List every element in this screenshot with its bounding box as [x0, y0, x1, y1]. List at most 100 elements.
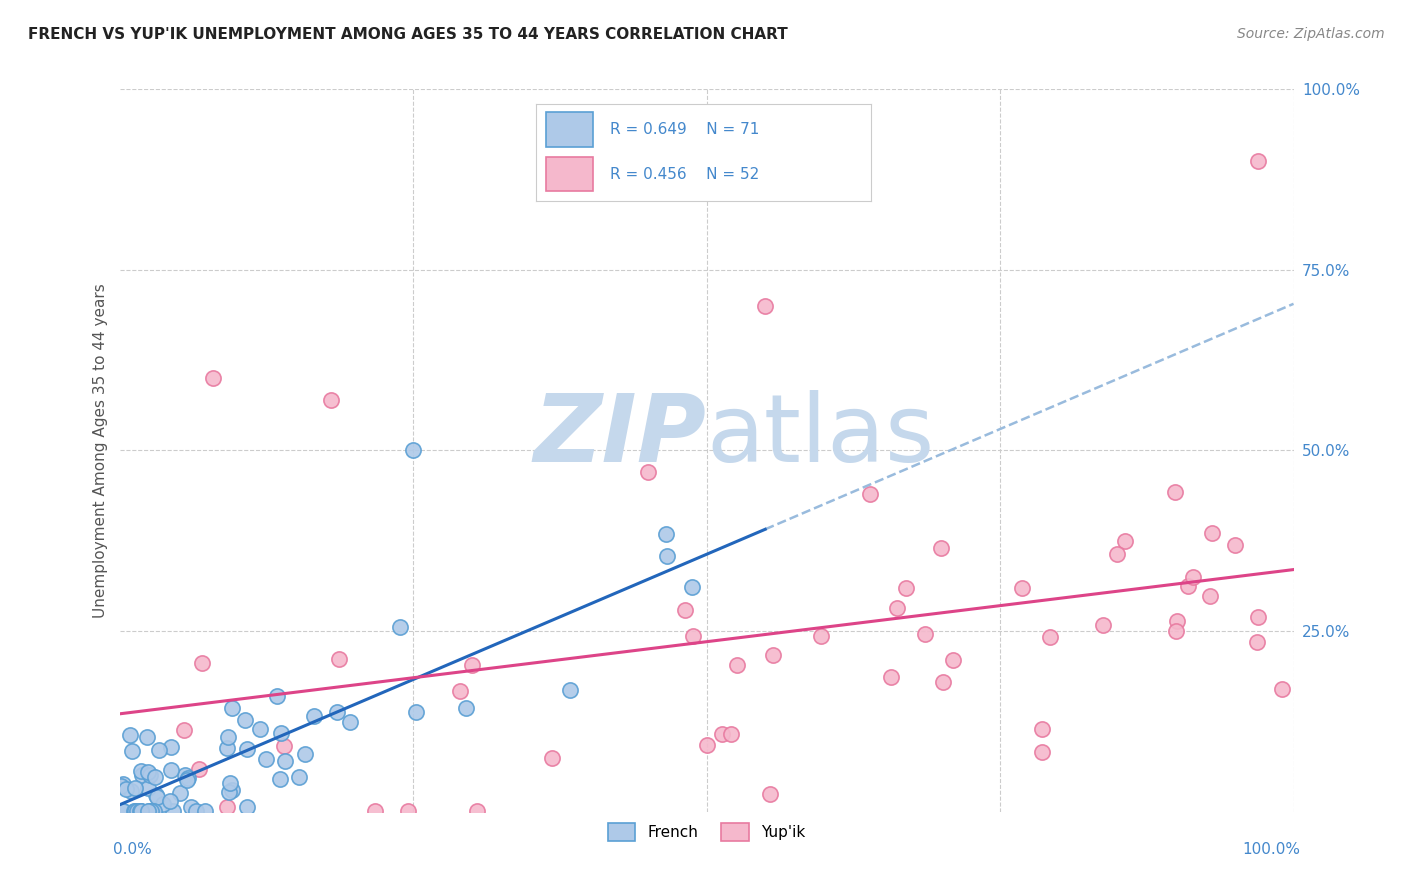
Point: [654, 527, 676, 541]
Legend: French, Yup'ik: French, Yup'ik: [602, 816, 811, 847]
Point: [159, 794, 181, 808]
Point: [1039, 630, 1062, 644]
Point: [122, 804, 145, 818]
Point: [129, 804, 152, 818]
Point: [449, 684, 471, 698]
Point: [177, 772, 200, 786]
Point: [202, 371, 225, 385]
Point: [894, 581, 917, 595]
Point: [215, 800, 238, 814]
Point: [249, 722, 271, 736]
Point: [136, 764, 159, 779]
Point: [396, 804, 419, 818]
Point: [233, 713, 256, 727]
Point: [319, 392, 342, 407]
Point: [720, 727, 742, 741]
Point: [294, 747, 316, 762]
Point: [1201, 526, 1223, 541]
Point: [759, 787, 782, 801]
Point: [880, 670, 903, 684]
Point: [274, 754, 297, 768]
Point: [194, 804, 217, 818]
Point: [131, 767, 153, 781]
Point: [173, 723, 195, 738]
Point: [121, 744, 143, 758]
Point: [328, 652, 350, 666]
Point: [120, 784, 142, 798]
Point: [1011, 582, 1033, 596]
Point: [141, 804, 163, 818]
Point: [388, 620, 411, 634]
Point: [148, 743, 170, 757]
Point: [364, 804, 387, 818]
Point: [681, 580, 703, 594]
Point: [1247, 610, 1270, 624]
Point: [711, 727, 734, 741]
Point: [236, 799, 259, 814]
Point: [454, 701, 477, 715]
Point: [560, 683, 582, 698]
Point: [637, 465, 659, 479]
Point: [696, 738, 718, 752]
Point: [139, 768, 162, 782]
Point: [402, 443, 425, 458]
Point: [1199, 589, 1222, 603]
Point: [217, 740, 239, 755]
Point: [188, 762, 211, 776]
Text: atlas: atlas: [707, 390, 935, 482]
Point: [218, 785, 240, 799]
Point: [682, 629, 704, 643]
Point: [465, 804, 488, 818]
Point: [460, 658, 484, 673]
Point: [1031, 722, 1053, 736]
Point: [127, 804, 149, 818]
Text: ZIP: ZIP: [534, 390, 707, 482]
Point: [115, 782, 138, 797]
Point: [120, 727, 142, 741]
Point: [129, 804, 152, 818]
Point: [129, 804, 152, 818]
Point: [1164, 485, 1187, 500]
Y-axis label: Unemployment Among Ages 35 to 44 years: Unemployment Among Ages 35 to 44 years: [93, 283, 108, 618]
Point: [256, 752, 278, 766]
Point: [138, 804, 160, 818]
Point: [1114, 533, 1136, 548]
Point: [138, 804, 160, 818]
Point: [173, 768, 195, 782]
Point: [762, 648, 785, 662]
Point: [141, 804, 163, 818]
Point: [1182, 570, 1205, 584]
Point: [931, 541, 953, 555]
Point: [326, 706, 349, 720]
Point: [184, 804, 207, 818]
Point: [221, 700, 243, 714]
Point: [886, 600, 908, 615]
Point: [160, 740, 183, 755]
Point: [269, 772, 291, 787]
Point: [405, 705, 427, 719]
Point: [657, 549, 679, 563]
Point: [111, 777, 134, 791]
Point: [810, 628, 832, 642]
Point: [1091, 618, 1114, 632]
Point: [217, 731, 239, 745]
Point: [942, 653, 965, 667]
Point: [124, 804, 146, 818]
Point: [1031, 745, 1053, 759]
Point: [221, 782, 243, 797]
Point: [162, 804, 184, 818]
Point: [1223, 538, 1246, 552]
Point: [266, 689, 288, 703]
Point: [146, 790, 169, 805]
Point: [754, 299, 776, 313]
Point: [145, 788, 167, 802]
Point: [124, 781, 146, 796]
Text: FRENCH VS YUP'IK UNEMPLOYMENT AMONG AGES 35 TO 44 YEARS CORRELATION CHART: FRENCH VS YUP'IK UNEMPLOYMENT AMONG AGES…: [28, 27, 787, 42]
Point: [135, 730, 157, 744]
Text: Source: ZipAtlas.com: Source: ZipAtlas.com: [1237, 27, 1385, 41]
Point: [112, 804, 135, 818]
Point: [931, 675, 953, 690]
Point: [540, 751, 562, 765]
Point: [675, 603, 697, 617]
Point: [287, 770, 309, 784]
